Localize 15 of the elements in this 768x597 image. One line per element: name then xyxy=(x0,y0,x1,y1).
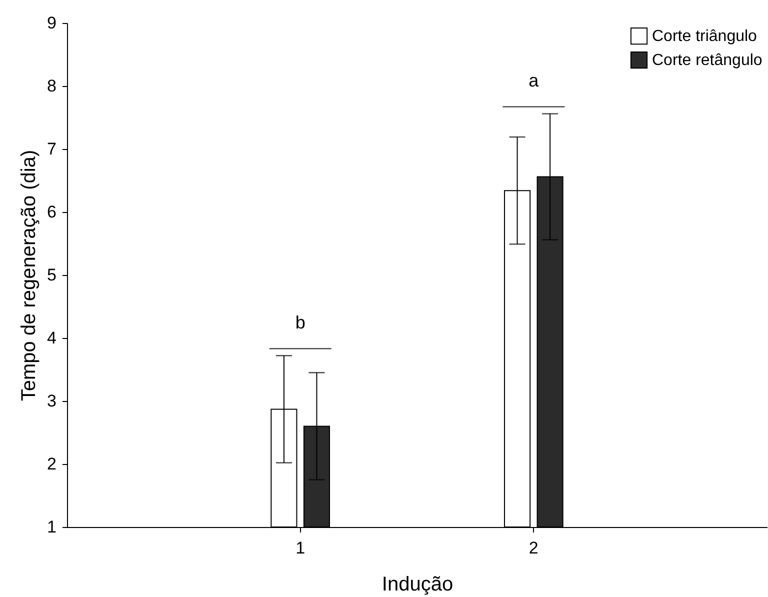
y-tick-label: 6 xyxy=(47,202,56,222)
y-tick-label: 1 xyxy=(47,518,56,536)
y-tick-label: 3 xyxy=(47,392,56,410)
y-tick-label: 5 xyxy=(47,266,56,284)
y-tick-label: 4 xyxy=(47,328,56,348)
y-tick-label: 9 xyxy=(47,14,56,32)
y-tick-label: 8 xyxy=(47,76,56,96)
legend-label: Corte triângulo xyxy=(652,28,758,45)
y-axis-title: Tempo de regeneração (dia) xyxy=(18,150,40,402)
y-tick-label: 7 xyxy=(47,140,56,158)
y-tick-label: 2 xyxy=(47,454,56,474)
x-axis-title: Indução xyxy=(382,574,454,596)
legend-label: Corte retângulo xyxy=(652,52,762,69)
annotation: a xyxy=(528,70,540,91)
annotation: b xyxy=(295,312,306,333)
